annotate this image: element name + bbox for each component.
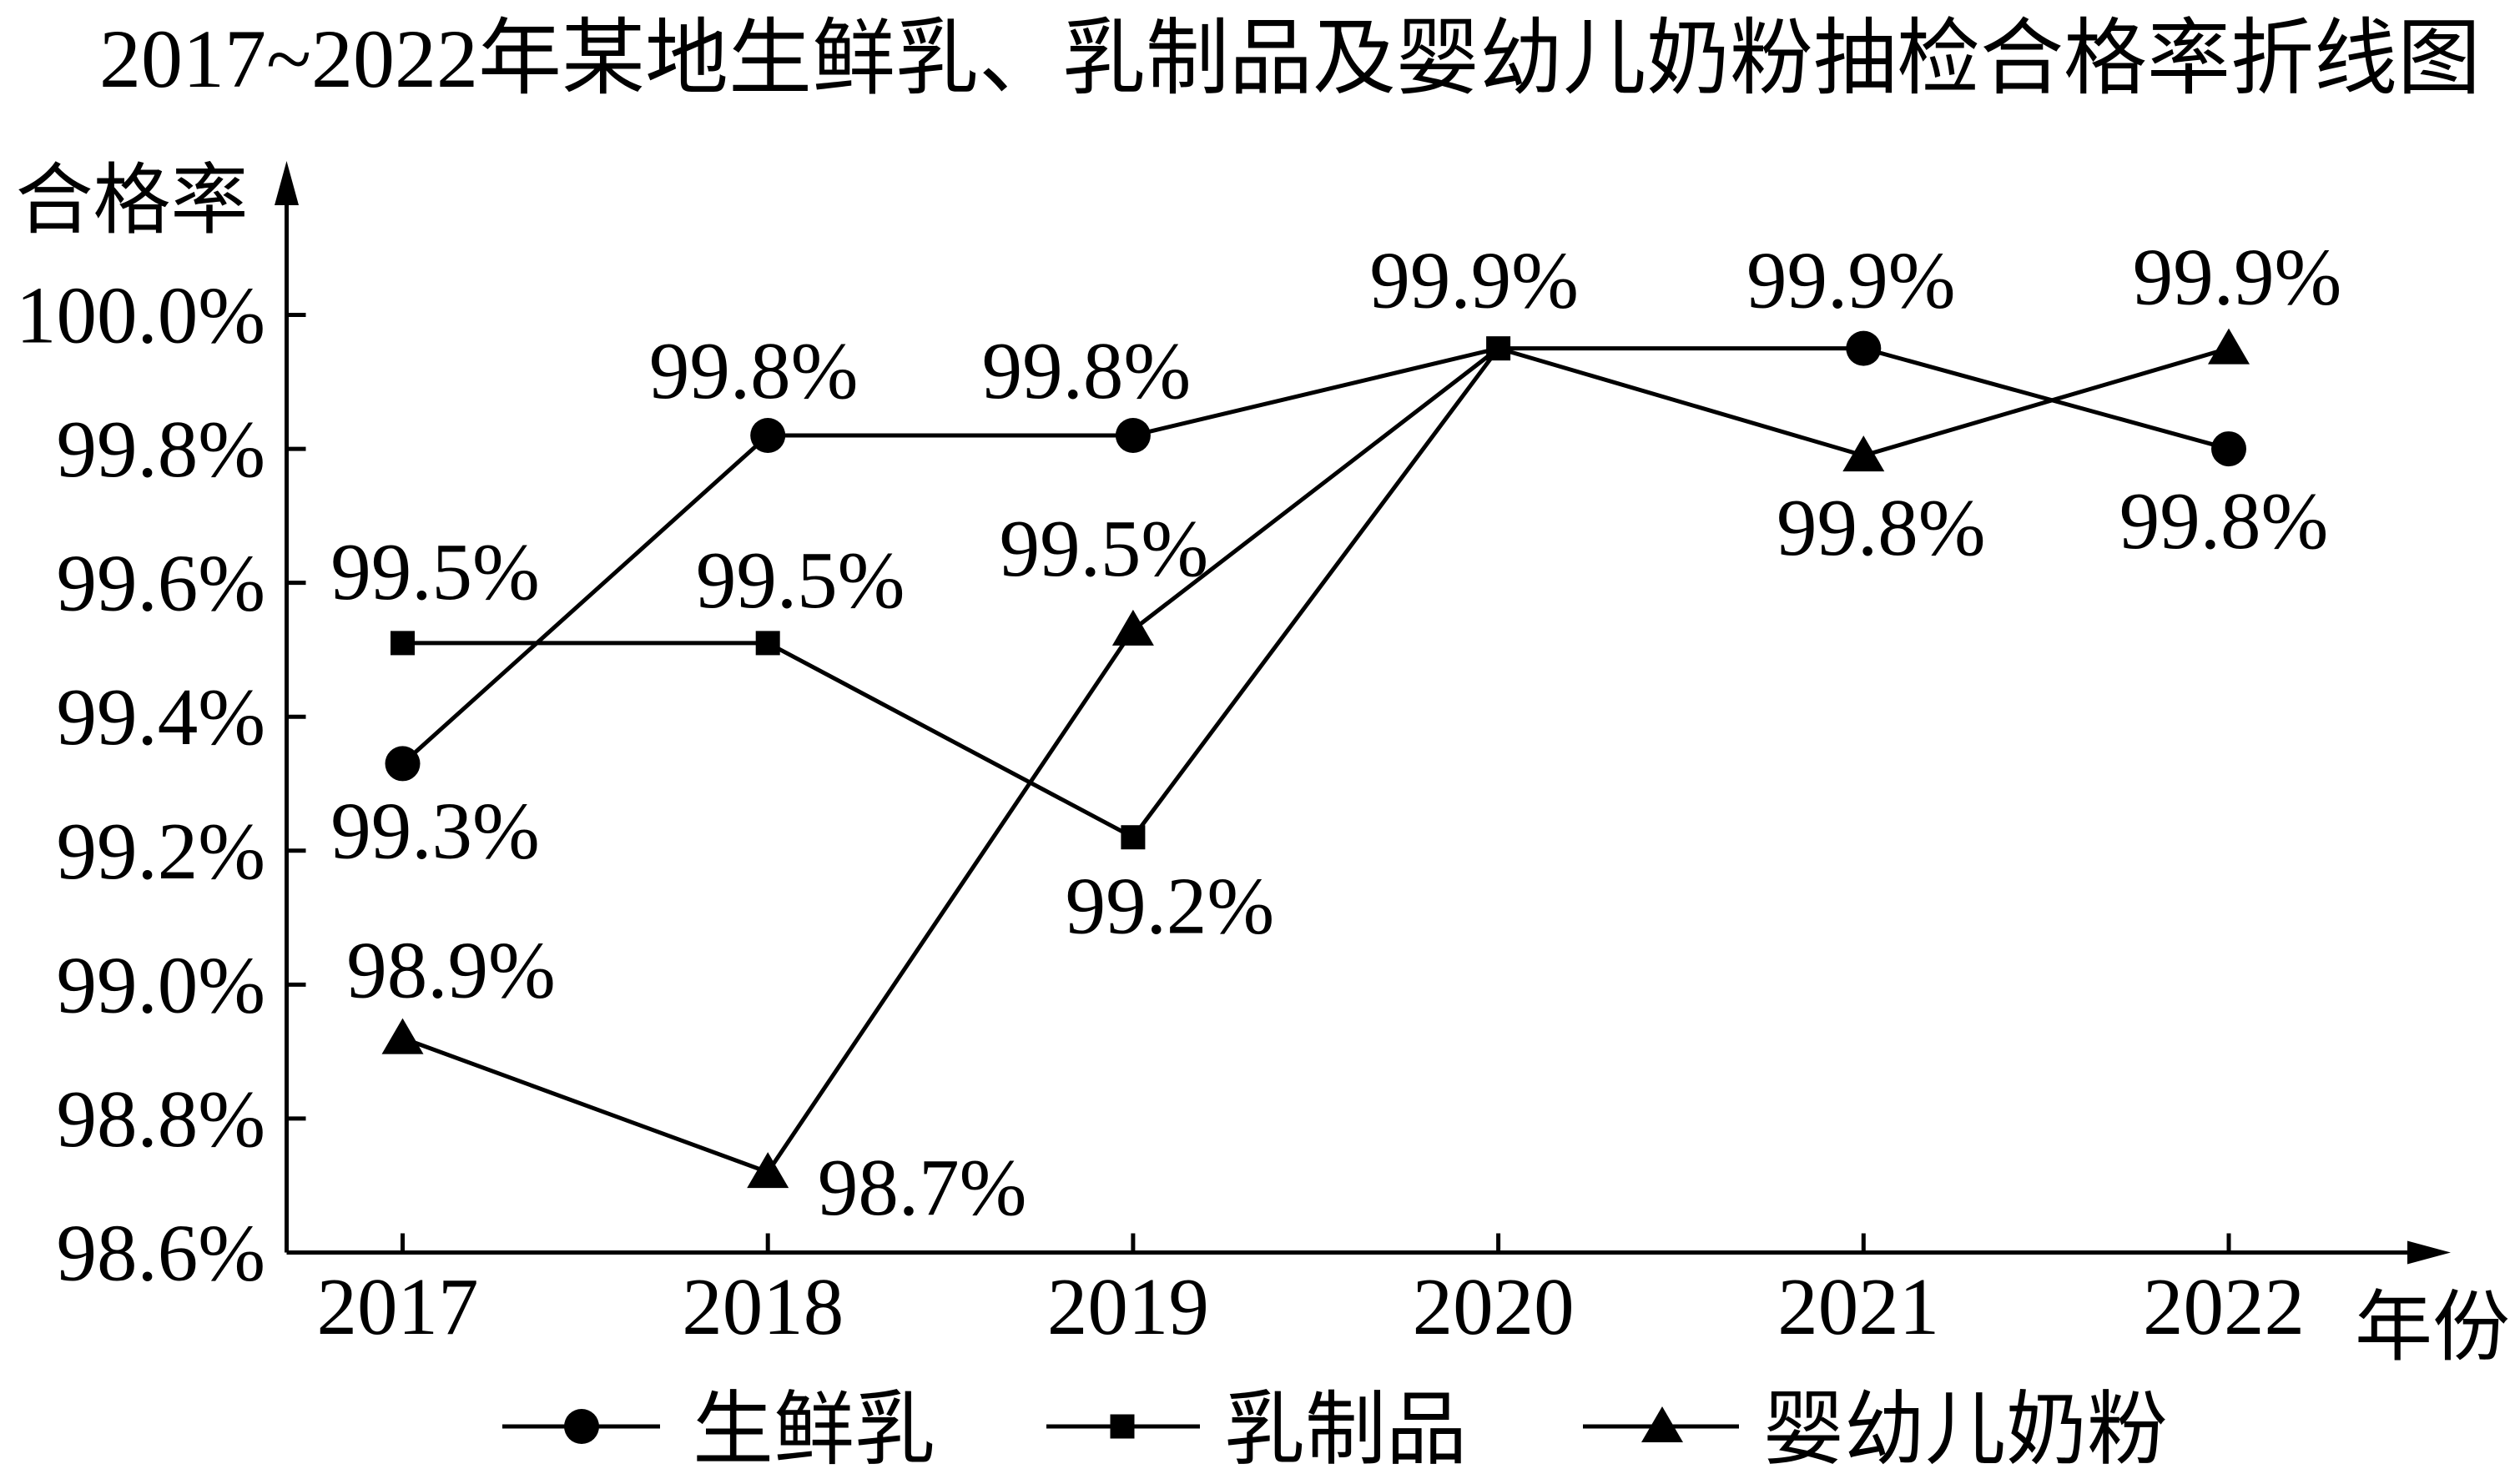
y-axis-title: 合格率 — [16, 158, 249, 244]
dairy-products-line — [401, 346, 1501, 840]
y-tick-label: 99.4% — [56, 672, 265, 762]
series-lines — [401, 346, 2231, 1175]
y-tick-label: 100.0% — [16, 271, 265, 360]
x-tick-label: 2022 — [2143, 1262, 2305, 1351]
infant-formula-point — [1842, 435, 1885, 472]
dairy-products-data-label: 99.5% — [330, 527, 540, 616]
square-marker-icon — [1110, 1414, 1135, 1439]
infant-formula-data-label: 99.9% — [2133, 233, 2342, 322]
infant-formula-data-label: 99.8% — [1777, 483, 1986, 572]
infant-formula-point — [381, 1018, 424, 1054]
dairy-products-point — [391, 631, 415, 656]
infant-formula-point — [1111, 609, 1154, 646]
x-tick-label: 2019 — [1047, 1262, 1209, 1351]
infant-formula-data-label: 99.5% — [1000, 504, 1209, 593]
legend-item-dairy-products: 乳制品 — [1046, 1386, 1467, 1475]
y-tick-label: 98.8% — [56, 1074, 265, 1164]
infant-formula-line — [401, 346, 2231, 1175]
data-labels: 99.3% 99.8% 99.8% 99.9% 99.8% 99.5% 99.5% 99.2%… — [330, 233, 2341, 1233]
x-tick-label: 2020 — [1413, 1262, 1575, 1351]
raw-milk-data-label: 99.8% — [649, 326, 859, 415]
x-tick-label: 2018 — [682, 1262, 844, 1351]
legend-item-raw-milk: 生鲜乳 — [502, 1386, 935, 1475]
y-tick-label: 99.8% — [56, 405, 265, 494]
y-tick-label: 98.6% — [56, 1209, 265, 1298]
dairy-products-data-label: 99.2% — [1066, 862, 1275, 951]
raw-milk-data-label: 99.3% — [330, 786, 540, 875]
raw-milk-data-label: 99.8% — [2119, 476, 2329, 566]
raw-milk-point — [2211, 431, 2246, 467]
y-tick-label: 99.6% — [56, 539, 265, 628]
triangle-marker-icon — [1641, 1406, 1683, 1442]
series-markers — [381, 328, 2250, 1189]
legend-label: 生鲜乳 — [693, 1386, 935, 1475]
dairy-products-point — [1121, 825, 1146, 850]
x-tick-label: 2017 — [317, 1262, 479, 1351]
raw-milk-point — [1846, 330, 1882, 366]
y-tick-label: 99.0% — [56, 940, 265, 1029]
legend-label: 乳制品 — [1224, 1386, 1467, 1475]
infant-formula-data-label: 98.7% — [818, 1143, 1027, 1232]
infant-formula-point — [2208, 328, 2250, 365]
y-axis-arrow-icon — [275, 161, 299, 205]
x-axis-arrow-icon — [2407, 1240, 2451, 1265]
x-axis-title: 年份 — [2355, 1285, 2510, 1371]
dairy-products-point — [1486, 336, 1511, 361]
dairy-products-data-label: 99.5% — [696, 536, 905, 625]
legend-item-infant-formula: 婴幼儿奶粉 — [1583, 1386, 2168, 1475]
y-tick-label: 99.2% — [56, 807, 265, 896]
infant-formula-data-label: 98.9% — [346, 926, 556, 1015]
circle-marker-icon — [564, 1409, 599, 1444]
raw-milk-point — [385, 746, 421, 782]
infant-formula-point — [747, 1152, 789, 1189]
axis-ticks: 98.6% 98.8% 99.0% 99.2% 99.4% 99.6% 99.8% 100.0… — [16, 271, 2305, 1352]
x-tick-label: 2021 — [1777, 1262, 1939, 1351]
dairy-products-data-label: 99.9% — [1369, 236, 1579, 325]
y-axis — [275, 161, 299, 1253]
legend-label: 婴幼儿奶粉 — [1763, 1386, 2168, 1475]
raw-milk-line — [401, 346, 2231, 766]
x-axis — [286, 1240, 2451, 1265]
raw-milk-point — [750, 418, 786, 454]
legend: 生鲜乳 乳制品 婴幼儿奶粉 — [502, 1386, 2168, 1475]
dairy-products-point — [755, 631, 780, 656]
raw-milk-point — [1115, 418, 1151, 454]
raw-milk-data-label: 99.8% — [982, 326, 1192, 415]
raw-milk-data-label: 99.9% — [1746, 236, 1956, 325]
chart-title: 2017~2022年某地生鲜乳、乳制品及婴幼儿奶粉抽检合格率折线图 — [99, 13, 2481, 105]
